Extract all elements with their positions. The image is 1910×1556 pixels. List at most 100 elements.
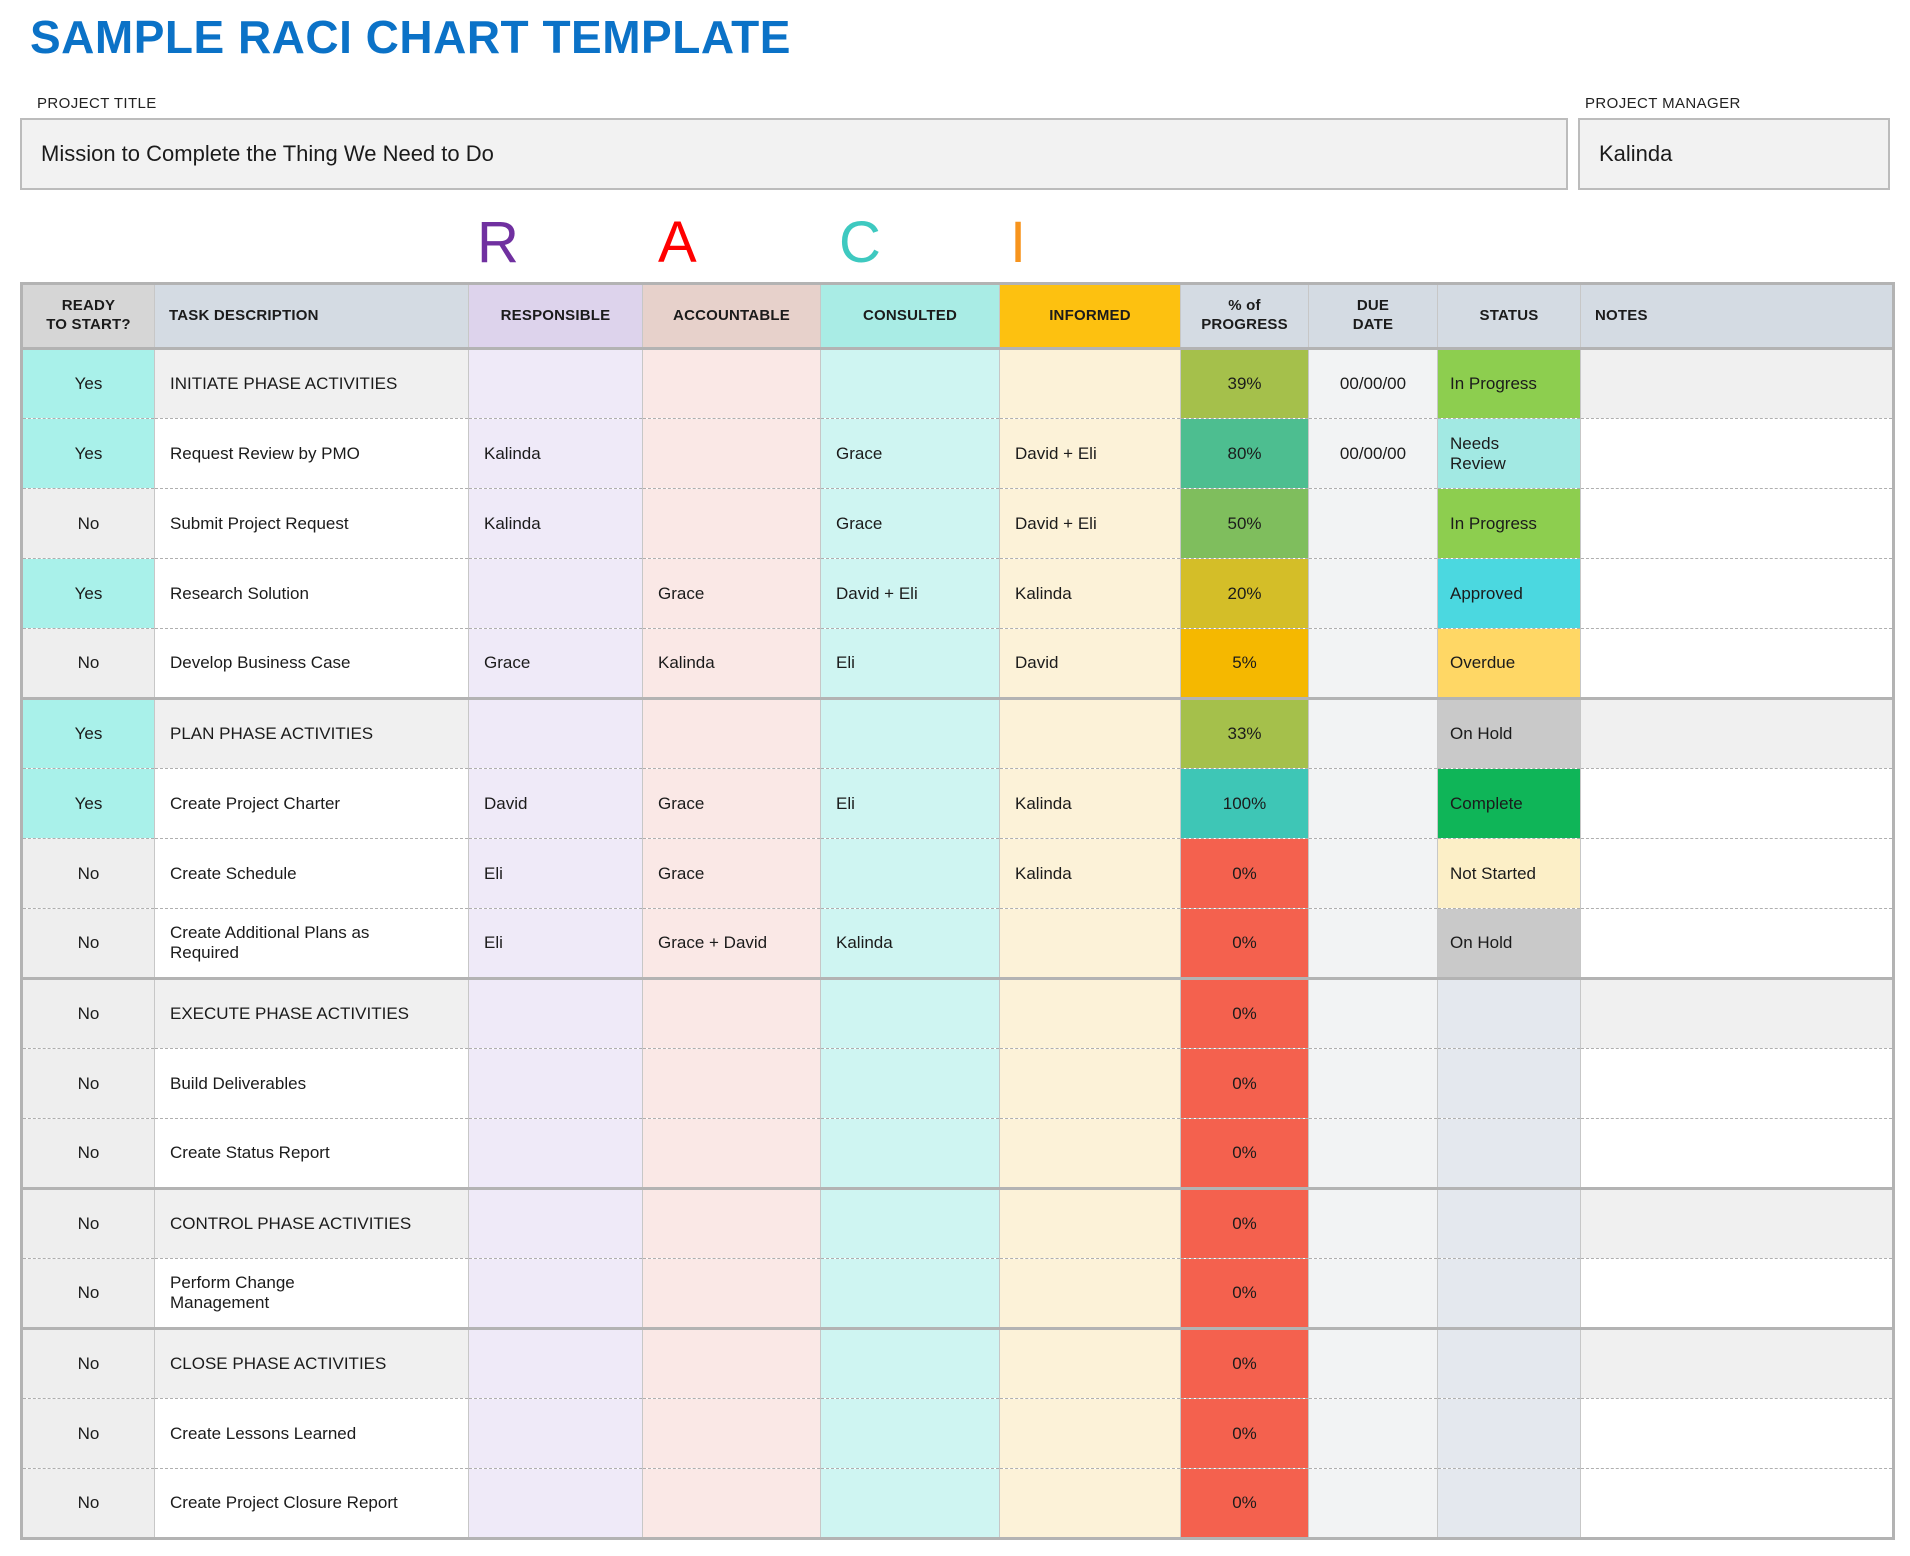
cell-notes[interactable] [1580,1118,1894,1189]
cell-status[interactable] [1437,1468,1581,1539]
cell-informed[interactable]: Kalinda [999,838,1181,909]
cell-consulted[interactable]: Kalinda [820,908,1000,979]
cell-due[interactable] [1308,628,1438,699]
cell-consulted[interactable] [820,1258,1000,1329]
cell-progress[interactable]: 100% [1180,768,1309,839]
cell-informed[interactable]: Kalinda [999,768,1181,839]
cell-consulted[interactable] [820,1398,1000,1469]
cell-notes[interactable] [1580,977,1894,1049]
cell-status[interactable]: Complete [1437,768,1581,839]
cell-ready[interactable]: No [21,628,155,699]
cell-consulted[interactable]: David + Eli [820,558,1000,629]
cell-ready[interactable]: No [21,1118,155,1189]
cell-ready[interactable]: Yes [21,418,155,489]
cell-due[interactable] [1308,1118,1438,1189]
cell-consulted[interactable]: Grace [820,418,1000,489]
cell-responsible[interactable]: Kalinda [468,488,643,559]
cell-due[interactable] [1308,977,1438,1049]
cell-status[interactable]: In Progress [1437,347,1581,419]
cell-due[interactable] [1308,908,1438,979]
cell-ready[interactable]: No [21,1327,155,1399]
cell-task[interactable]: Submit Project Request [154,488,469,559]
cell-informed[interactable] [999,1327,1181,1399]
cell-progress[interactable]: 0% [1180,1187,1309,1259]
cell-responsible[interactable] [468,1468,643,1539]
cell-status[interactable]: On Hold [1437,697,1581,769]
cell-accountable[interactable]: Kalinda [642,628,821,699]
cell-responsible[interactable] [468,697,643,769]
cell-due[interactable] [1308,1258,1438,1329]
cell-task[interactable]: Create Additional Plans as Required [154,908,469,979]
cell-responsible[interactable]: Grace [468,628,643,699]
cell-informed[interactable] [999,347,1181,419]
cell-status[interactable]: In Progress [1437,488,1581,559]
cell-due[interactable] [1308,1187,1438,1259]
cell-task[interactable]: Create Lessons Learned [154,1398,469,1469]
cell-ready[interactable]: No [21,1187,155,1259]
cell-notes[interactable] [1580,1258,1894,1329]
cell-progress[interactable]: 33% [1180,697,1309,769]
cell-task[interactable]: INITIATE PHASE ACTIVITIES [154,347,469,419]
cell-progress[interactable]: 0% [1180,1048,1309,1119]
cell-informed[interactable] [999,1398,1181,1469]
cell-informed[interactable] [999,977,1181,1049]
cell-progress[interactable]: 0% [1180,1118,1309,1189]
cell-status[interactable]: Overdue [1437,628,1581,699]
cell-accountable[interactable] [642,347,821,419]
cell-progress[interactable]: 0% [1180,1468,1309,1539]
cell-accountable[interactable]: Grace [642,838,821,909]
cell-notes[interactable] [1580,1398,1894,1469]
cell-ready[interactable]: No [21,1398,155,1469]
cell-consulted[interactable] [820,697,1000,769]
cell-responsible[interactable] [468,977,643,1049]
cell-progress[interactable]: 80% [1180,418,1309,489]
cell-consulted[interactable] [820,1468,1000,1539]
cell-ready[interactable]: No [21,908,155,979]
cell-accountable[interactable] [642,488,821,559]
cell-consulted[interactable]: Eli [820,768,1000,839]
cell-responsible[interactable]: Eli [468,838,643,909]
cell-task[interactable]: PLAN PHASE ACTIVITIES [154,697,469,769]
cell-informed[interactable] [999,1468,1181,1539]
cell-progress[interactable]: 0% [1180,977,1309,1049]
cell-status[interactable]: Not Started [1437,838,1581,909]
cell-consulted[interactable] [820,1327,1000,1399]
cell-responsible[interactable] [468,1398,643,1469]
cell-due[interactable] [1308,1398,1438,1469]
cell-status[interactable] [1437,1327,1581,1399]
cell-consulted[interactable] [820,1118,1000,1189]
cell-notes[interactable] [1580,1048,1894,1119]
cell-accountable[interactable] [642,697,821,769]
cell-due[interactable]: 00/00/00 [1308,418,1438,489]
cell-ready[interactable]: No [21,1468,155,1539]
cell-progress[interactable]: 0% [1180,838,1309,909]
cell-status[interactable] [1437,1118,1581,1189]
cell-consulted[interactable] [820,347,1000,419]
cell-responsible[interactable] [468,1048,643,1119]
cell-progress[interactable]: 50% [1180,488,1309,559]
cell-notes[interactable] [1580,1187,1894,1259]
cell-task[interactable]: Create Project Charter [154,768,469,839]
cell-due[interactable] [1308,1048,1438,1119]
cell-due[interactable] [1308,838,1438,909]
cell-task[interactable]: Create Schedule [154,838,469,909]
cell-consulted[interactable] [820,1048,1000,1119]
cell-responsible[interactable]: Kalinda [468,418,643,489]
cell-informed[interactable] [999,1258,1181,1329]
cell-informed[interactable] [999,1118,1181,1189]
cell-responsible[interactable]: Eli [468,908,643,979]
cell-ready[interactable]: No [21,1258,155,1329]
cell-responsible[interactable] [468,347,643,419]
cell-notes[interactable] [1580,1468,1894,1539]
cell-status[interactable] [1437,1398,1581,1469]
cell-accountable[interactable] [642,1187,821,1259]
cell-accountable[interactable] [642,1258,821,1329]
cell-notes[interactable] [1580,418,1894,489]
cell-task[interactable]: Create Status Report [154,1118,469,1189]
cell-consulted[interactable]: Eli [820,628,1000,699]
cell-ready[interactable]: Yes [21,697,155,769]
cell-task[interactable]: Develop Business Case [154,628,469,699]
cell-responsible[interactable] [468,1327,643,1399]
cell-ready[interactable]: No [21,1048,155,1119]
cell-due[interactable] [1308,768,1438,839]
